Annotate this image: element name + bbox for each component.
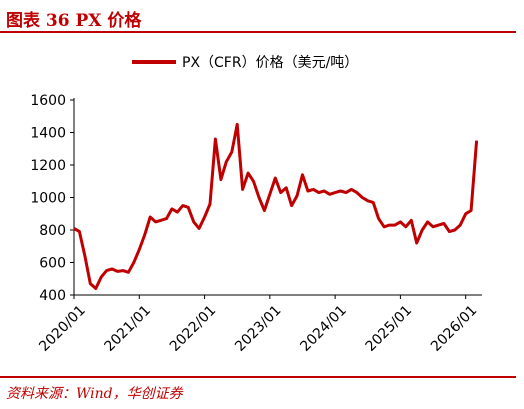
x-tick-label: 2021/01: [102, 302, 154, 354]
y-axis-ticks: 400 600 800 1000 1200 1400 1600: [30, 93, 74, 304]
x-axis-ticks: 2020/01 2021/01 2022/01 2023/01 2024/01 2025/…: [36, 295, 480, 355]
chart: PX（CFR）价格（美元/吨） 400 600 800 1000 1200 1400 160…: [30, 55, 482, 355]
legend: PX（CFR）价格（美元/吨）: [132, 55, 358, 71]
x-tick-label: 2020/01: [36, 302, 88, 354]
x-tick-label: 2026/01: [428, 302, 480, 354]
y-tick-label: 1600: [30, 93, 66, 109]
y-tick-label: 1200: [30, 158, 66, 174]
axes: [73, 98, 482, 296]
figure-title: 图表 36 PX 价格: [6, 11, 142, 31]
y-tick-label: 1000: [30, 191, 66, 207]
x-tick-label: 2023/01: [232, 302, 284, 354]
x-tick-label: 2024/01: [297, 302, 349, 354]
x-tick-label: 2025/01: [363, 302, 415, 354]
y-tick-label: 800: [39, 223, 66, 239]
y-tick-label: 600: [39, 256, 66, 272]
y-tick-label: 1400: [30, 126, 66, 142]
series-line: [73, 122, 479, 290]
x-tick-label: 2022/01: [167, 302, 219, 354]
source-divider: [0, 376, 516, 378]
y-tick-label: 400: [39, 288, 66, 304]
title-divider: [0, 31, 516, 33]
legend-label: PX（CFR）价格（美元/吨）: [182, 55, 358, 71]
source-note: 资料来源：Wind，华创证券: [6, 386, 183, 402]
